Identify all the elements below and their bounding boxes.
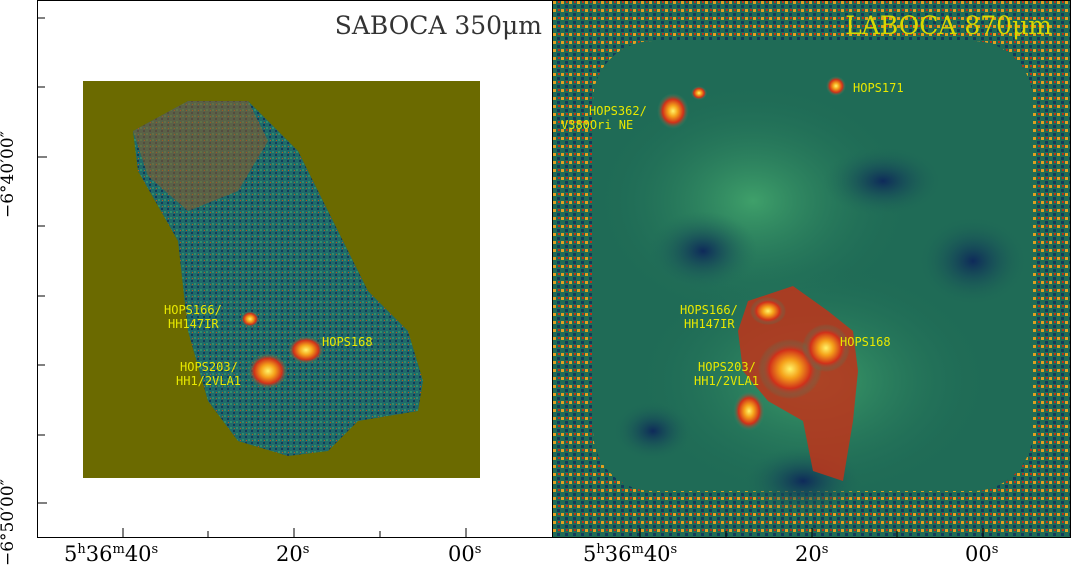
ra-seconds-unit: s	[474, 542, 482, 557]
ra-seconds-unit: s	[821, 542, 829, 557]
saboca-map-panel: SABOCA 350μm HOPS166/ HH147IR HOPS168 HO…	[37, 0, 553, 538]
ra-seconds: 00	[965, 542, 992, 566]
laboca-label-hops171: HOPS171	[853, 81, 904, 95]
label-line: HOPS168	[322, 335, 373, 349]
laboca-southwest-peak	[733, 391, 765, 431]
laboca-hops166-peak	[750, 297, 786, 325]
ra-minutes: 36	[85, 542, 113, 566]
laboca-title: LABOCA 870μm	[845, 11, 1052, 40]
laboca-label-hops203: HOPS203/ HH1/2VLA1	[694, 360, 759, 388]
ra-seconds: 40	[124, 542, 152, 566]
x-tick-label-right-2: 20s	[795, 542, 828, 566]
ra-seconds-unit: s	[302, 542, 310, 557]
laboca-hops171-peak	[826, 76, 846, 96]
x-tick-label-left-2: 20s	[276, 542, 309, 566]
saboca-map-image	[83, 81, 480, 478]
saboca-label-hops168: HOPS168	[322, 335, 373, 349]
ra-hours-unit: h	[596, 542, 605, 557]
ra-seconds-unit: s	[670, 542, 678, 557]
x-tick-label-right-3: 00s	[965, 542, 998, 566]
saboca-title: SABOCA 350μm	[334, 11, 542, 40]
x-tick-label-left-1: 5h36m40s	[64, 542, 158, 566]
label-line: HOPS203/	[180, 360, 238, 374]
saboca-hops203-peak	[248, 353, 288, 389]
ra-seconds: 20	[276, 542, 303, 566]
laboca-label-hops168: HOPS168	[840, 335, 891, 349]
saboca-label-hops203: HOPS203/ HH1/2VLA1	[176, 360, 241, 388]
y-tick-label-bottom: −6°50′00″	[0, 478, 18, 566]
label-line: HH147IR	[168, 317, 219, 331]
saboca-hops168-peak	[288, 336, 324, 364]
laboca-map-panel: LABOCA 870μm HOPS362/ V380Ori NE HOPS171…	[552, 0, 1071, 538]
label-line: HH1/2VLA1	[176, 374, 242, 388]
ra-seconds: 20	[795, 542, 822, 566]
ra-seconds-unit: s	[151, 542, 159, 557]
ra-seconds: 40	[643, 542, 671, 566]
saboca-hops166-peak	[241, 311, 259, 327]
label-line: HOPS203/	[698, 360, 756, 374]
label-line: V380Ori NE	[561, 118, 634, 132]
ra-minutes-unit: m	[112, 542, 125, 557]
label-line: HH1/2VLA1	[694, 374, 760, 388]
ra-minutes-unit: m	[631, 542, 644, 557]
ra-seconds-unit: s	[991, 542, 999, 557]
laboca-label-hops362: HOPS362/ V380Ori NE	[561, 104, 647, 132]
y-tick-label-top: −6°40′00″	[0, 130, 18, 218]
ra-minutes: 36	[604, 542, 632, 566]
label-line: HOPS166/	[680, 303, 738, 317]
label-line: HOPS166/	[164, 303, 222, 317]
ra-hours: 5	[64, 542, 78, 566]
ra-seconds: 00	[448, 542, 475, 566]
label-line: HOPS171	[853, 81, 904, 95]
saboca-label-hops166: HOPS166/ HH147IR	[164, 303, 222, 331]
ra-hours: 5	[583, 542, 597, 566]
laboca-map-image	[553, 1, 1070, 537]
label-line: HOPS168	[840, 335, 891, 349]
laboca-label-hops166: HOPS166/ HH147IR	[680, 303, 738, 331]
label-line: HOPS362/	[589, 104, 647, 118]
x-tick-label-left-3: 00s	[448, 542, 481, 566]
ra-hours-unit: h	[77, 542, 86, 557]
laboca-hops362-peak	[657, 93, 689, 129]
laboca-hops168-peak	[802, 324, 850, 372]
x-tick-label-right-1: 5h36m40s	[583, 542, 677, 566]
label-line: HH147IR	[684, 317, 735, 331]
